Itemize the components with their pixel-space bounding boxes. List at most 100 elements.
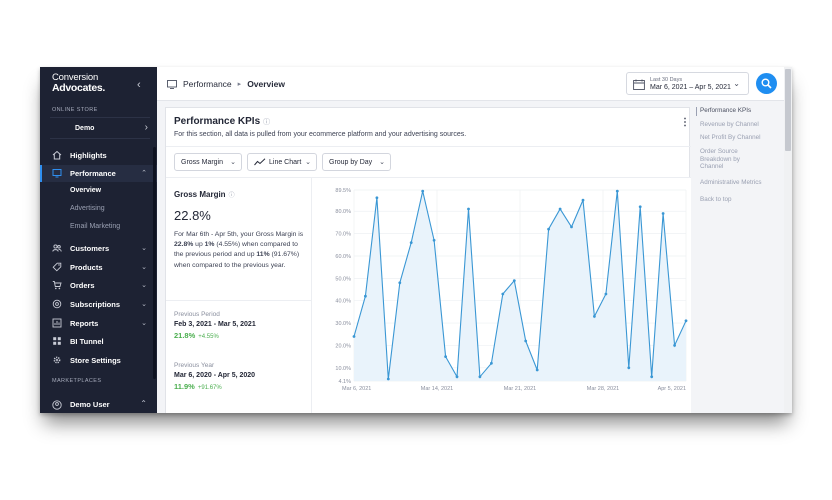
breadcrumb-current: Overview bbox=[247, 79, 285, 89]
kpi-description: For Mar 6th - Apr 5th, your Gross Margin… bbox=[174, 230, 307, 271]
gross-margin-chart: 4.1% 10.0% 20.0% 30.0% 40.0% 50.0% 60.0% 70.0% 8… bbox=[312, 178, 691, 413]
chevron-up-icon: ⌃ bbox=[141, 170, 147, 177]
breadcrumb-section[interactable]: Performance bbox=[183, 79, 232, 89]
divider bbox=[166, 177, 691, 178]
app-window: Conversion Advocates. ‹ ONLINE STORE Dem… bbox=[40, 67, 792, 413]
chevron-down-icon: ⌄ bbox=[733, 79, 740, 88]
sidebar-item-products[interactable]: Products ⌄ bbox=[40, 259, 157, 276]
sidebar-item-store-settings[interactable]: Store Settings bbox=[40, 352, 157, 369]
panel-title-text: Performance KPIs bbox=[174, 116, 261, 127]
search-button[interactable] bbox=[756, 73, 777, 94]
data-point bbox=[581, 198, 585, 202]
data-point bbox=[673, 344, 676, 347]
desc-strong: 11% bbox=[256, 251, 270, 259]
info-icon[interactable]: ⓘ bbox=[263, 119, 271, 126]
y-tick-label: 50.0% bbox=[335, 276, 351, 282]
data-point bbox=[615, 189, 619, 193]
date-range-picker[interactable]: Last 30 Days Mar 6, 2021 – Apr 5, 2021 ⌄ bbox=[626, 72, 749, 95]
data-point bbox=[398, 281, 402, 285]
y-tick-label: 30.0% bbox=[335, 321, 351, 327]
data-point bbox=[535, 368, 539, 372]
previous-period-value: 21.8% bbox=[174, 331, 196, 340]
divider bbox=[166, 300, 312, 301]
chevron-down-icon: ⌄ bbox=[141, 301, 147, 308]
sidebar: Conversion Advocates. ‹ ONLINE STORE Dem… bbox=[40, 67, 157, 413]
sidebar-item-customers[interactable]: Customers ⌄ bbox=[40, 240, 157, 257]
grid-icon bbox=[53, 337, 61, 345]
sidebar-scrollbar[interactable] bbox=[153, 147, 156, 379]
chart-icon bbox=[52, 318, 62, 328]
desc-text: up bbox=[193, 241, 205, 249]
data-point bbox=[524, 339, 528, 343]
data-point bbox=[455, 375, 459, 379]
toc-item-net-profit[interactable]: Net Profit By Channel bbox=[700, 134, 761, 141]
sidebar-item-label: Products bbox=[70, 263, 103, 272]
metric-select[interactable]: Gross Margin ⌄ bbox=[174, 153, 242, 171]
scrollbar-thumb[interactable] bbox=[785, 69, 791, 151]
kpi-title: Gross Margin ⓘ bbox=[174, 190, 235, 199]
page-scrollbar[interactable] bbox=[784, 67, 792, 413]
y-tick-label: 20.0% bbox=[335, 343, 351, 349]
sidebar-item-subscriptions[interactable]: Subscriptions ⌄ bbox=[40, 296, 157, 313]
sidebar-item-label: BI Tunnel bbox=[70, 337, 104, 346]
more-options-icon[interactable]: ⋮ bbox=[680, 117, 690, 128]
data-point bbox=[638, 205, 642, 209]
previous-year-caption: Previous Year bbox=[174, 362, 215, 369]
calendar-icon bbox=[633, 79, 645, 90]
divider bbox=[166, 146, 691, 147]
sidebar-item-highlights[interactable]: Highlights bbox=[40, 147, 157, 164]
data-point bbox=[593, 315, 596, 318]
home-icon bbox=[52, 150, 62, 160]
desc-strong: 22.8% bbox=[174, 241, 194, 249]
kpi-title-text: Gross Margin bbox=[174, 190, 226, 199]
sidebar-item-orders[interactable]: Orders ⌄ bbox=[40, 277, 157, 294]
y-tick-label: 40.0% bbox=[335, 299, 351, 305]
toc-item-administrative-metrics[interactable]: Administrative Metrics bbox=[700, 179, 762, 186]
sidebar-item-reports[interactable]: Reports ⌄ bbox=[40, 315, 157, 332]
info-icon[interactable]: ⓘ bbox=[228, 193, 235, 199]
sidebar-subitem-email-marketing[interactable]: Email Marketing bbox=[70, 223, 121, 230]
y-tick-label: 60.0% bbox=[335, 254, 351, 260]
chevron-down-icon: ⌄ bbox=[141, 264, 147, 271]
sidebar-item-performance[interactable]: Performance ⌃ bbox=[40, 165, 157, 182]
group-by-select[interactable]: Group by Day ⌄ bbox=[322, 153, 391, 171]
toc-item-revenue-by-channel[interactable]: Revenue by Channel bbox=[700, 121, 759, 128]
store-selector[interactable]: Demo › bbox=[50, 117, 150, 139]
gear-icon bbox=[53, 356, 61, 364]
toc-item-performance-kpis[interactable]: Performance KPIs bbox=[696, 107, 780, 116]
data-point bbox=[570, 225, 573, 229]
previous-period-range: Feb 3, 2021 - Mar 5, 2021 bbox=[174, 321, 256, 328]
date-caption: Last 30 Days bbox=[650, 77, 683, 83]
store-name: Demo bbox=[75, 125, 95, 132]
user-menu[interactable]: Demo User ⌃ bbox=[40, 397, 157, 413]
collapse-sidebar-button[interactable]: ‹ bbox=[137, 79, 141, 91]
y-tick-label: 70.0% bbox=[335, 232, 351, 238]
marketplaces-caption: MARKETPLACES bbox=[52, 378, 102, 384]
page-title: Performance KPIs ⓘ bbox=[174, 116, 270, 127]
data-point bbox=[444, 355, 447, 358]
sidebar-item-label: Store Settings bbox=[70, 356, 121, 365]
sidebar-subitem-overview[interactable]: Overview bbox=[70, 187, 102, 194]
data-point bbox=[661, 212, 665, 215]
toc-item-back-to-top[interactable]: Back to top bbox=[700, 196, 732, 203]
date-range-value: Mar 6, 2021 – Apr 5, 2021 bbox=[650, 84, 731, 91]
sidebar-item-bi-tunnel[interactable]: BI Tunnel bbox=[40, 333, 157, 350]
y-tick-label: 80.0% bbox=[335, 209, 351, 215]
previous-period-delta: +4.55% bbox=[198, 334, 219, 340]
previous-year-value-row: 11.9% +91.67% bbox=[174, 382, 255, 391]
group-by-value: Group by Day bbox=[329, 159, 373, 166]
brand-logo[interactable]: Conversion Advocates. bbox=[52, 73, 122, 94]
toc-label: Performance KPIs bbox=[700, 107, 752, 114]
tag-icon bbox=[52, 262, 62, 272]
chevron-down-icon: ⌄ bbox=[141, 282, 147, 289]
chart-type-select[interactable]: Line Chart ⌄ bbox=[247, 153, 317, 171]
data-point bbox=[490, 361, 493, 365]
sidebar-item-label: Orders bbox=[70, 281, 95, 290]
line-chart-icon bbox=[254, 158, 266, 166]
toc-item-order-source[interactable]: Order Source Breakdown by Channel bbox=[700, 148, 740, 170]
sidebar-subitem-advertising[interactable]: Advertising bbox=[70, 205, 105, 212]
previous-year-range: Mar 6, 2020 - Apr 5, 2020 bbox=[174, 372, 256, 379]
data-point bbox=[604, 292, 608, 296]
monitor-icon bbox=[52, 169, 62, 178]
chevron-right-icon: › bbox=[144, 122, 148, 133]
